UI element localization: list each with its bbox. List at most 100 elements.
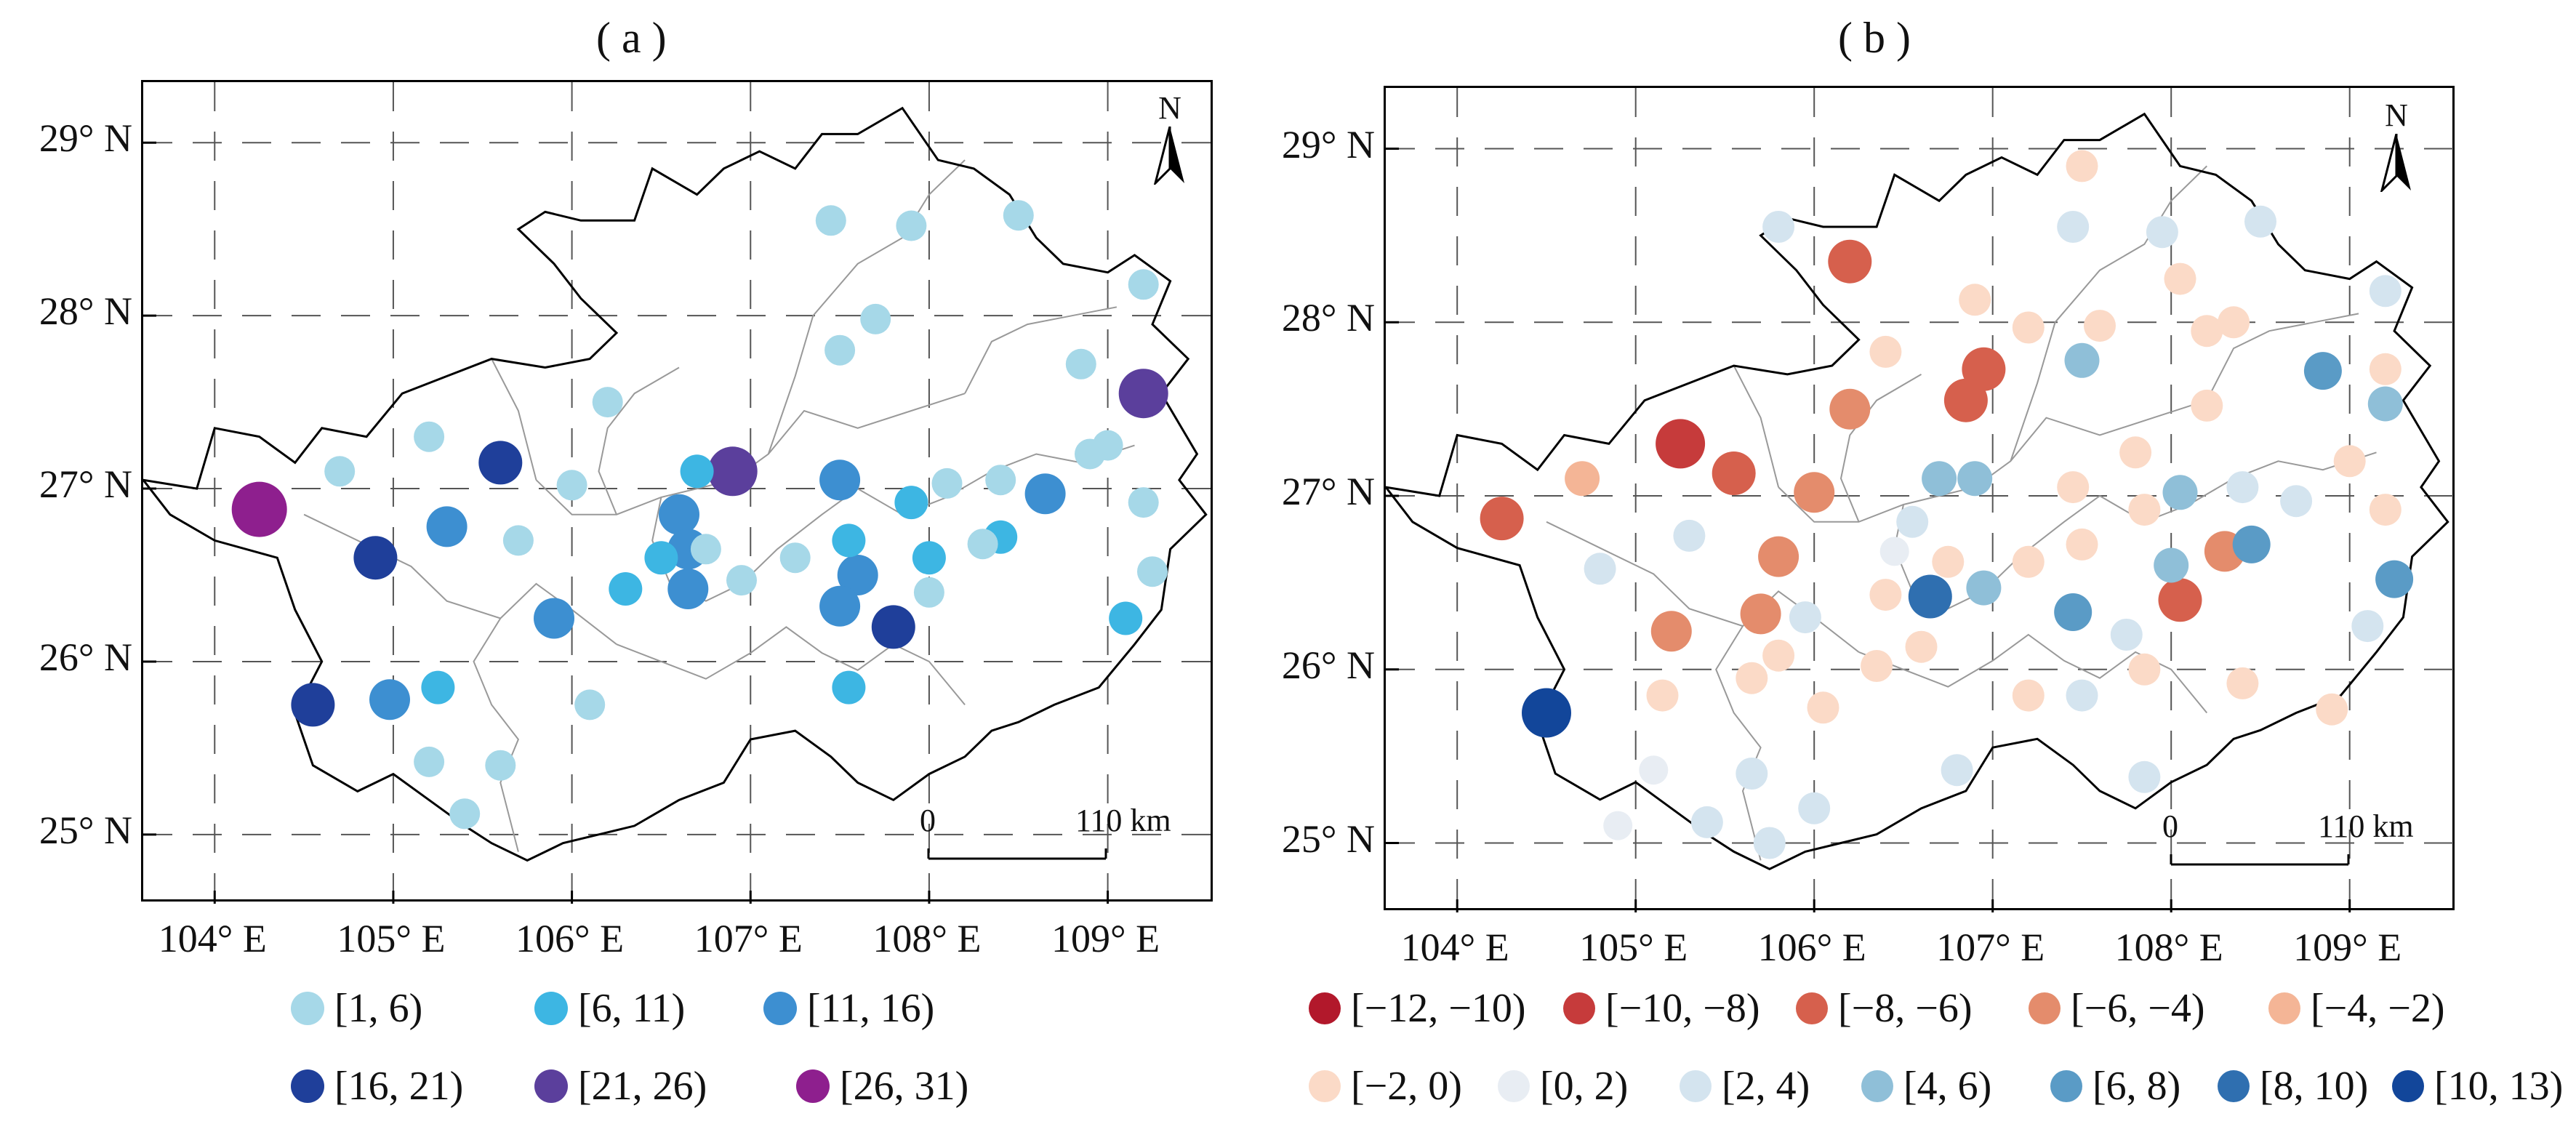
prefecture-boundary	[616, 626, 966, 706]
legend-label: [−6, −4)	[2071, 986, 2205, 1031]
panel-b-legend-item: [−10, −8)	[1563, 985, 1760, 1032]
station-marker	[2158, 578, 2202, 622]
station-marker	[819, 585, 861, 627]
station-marker	[1128, 487, 1159, 518]
station-marker	[1092, 430, 1123, 461]
station-marker	[414, 746, 445, 777]
station-marker	[426, 506, 468, 547]
panel-a-legend-item: [11, 16)	[763, 985, 934, 1032]
station-marker	[779, 542, 811, 574]
panel-a-legend-item: [21, 26)	[534, 1063, 707, 1109]
legend-label: [16, 21)	[334, 1064, 464, 1109]
scale-bar-b	[2170, 854, 2350, 866]
panel-a-lon-label: 109° E	[1051, 917, 1160, 960]
station-marker	[985, 465, 1016, 496]
station-marker	[485, 750, 516, 781]
station-marker	[1828, 239, 1872, 284]
legend-label: [0, 2)	[1540, 1064, 1629, 1109]
legend-swatch	[1498, 1070, 1530, 1102]
station-marker	[1896, 505, 1929, 538]
station-marker	[1905, 630, 1938, 663]
station-marker	[2066, 679, 2098, 712]
station-marker	[2119, 436, 2152, 469]
prefecture-boundary	[2206, 313, 2359, 401]
panel-b-lat-label: 29° N	[1281, 122, 1375, 166]
prefecture-boundary	[1715, 625, 1762, 861]
station-marker	[1959, 284, 1991, 316]
legend-swatch	[1309, 1070, 1341, 1102]
prefecture-boundary	[767, 159, 966, 454]
station-marker	[1736, 662, 1768, 694]
station-marker	[1966, 570, 2002, 606]
prefecture-boundary	[598, 366, 680, 515]
station-marker	[534, 598, 574, 639]
station-marker	[324, 456, 356, 487]
panel-b-legend-item: [−6, −4)	[2029, 985, 2204, 1032]
station-marker	[1908, 574, 1952, 619]
station-marker	[556, 470, 587, 501]
station-marker	[832, 670, 866, 705]
station-marker	[726, 565, 757, 596]
station-marker	[667, 569, 709, 609]
panel-b-title: ( b )	[1838, 14, 1911, 62]
legend-label: [6, 11)	[578, 986, 686, 1031]
station-marker	[894, 486, 928, 520]
panel-b-legend-item: [0, 2)	[1498, 1063, 1628, 1109]
prefecture-boundary	[1839, 374, 1922, 523]
station-marker	[2162, 475, 2198, 510]
station-marker	[2057, 211, 2090, 243]
station-marker	[1712, 451, 1756, 495]
legend-swatch	[1796, 992, 1828, 1024]
north-label-a: N	[1158, 90, 1181, 126]
station-marker	[1753, 827, 1786, 859]
panel-a-canvas	[143, 82, 1215, 904]
legend-label: [2, 4)	[1722, 1064, 1810, 1109]
station-marker	[2375, 560, 2414, 598]
panel-a-legend-item: [16, 21)	[291, 1063, 463, 1109]
station-marker	[1656, 419, 1706, 469]
station-marker	[2226, 667, 2259, 699]
north-arrow-a: N	[1148, 89, 1192, 193]
station-marker	[1740, 593, 1781, 635]
station-marker	[1861, 650, 1893, 682]
panel-b-legend-item: [10, 13)	[2392, 1063, 2563, 1109]
panel-b-legend-item: [4, 6)	[1861, 1063, 1991, 1109]
station-marker	[1480, 497, 1524, 541]
station-marker	[2164, 262, 2196, 295]
station-marker	[2244, 205, 2276, 238]
station-marker	[680, 454, 714, 489]
scale-label-a: 110 km	[1075, 803, 1171, 838]
station-marker	[2066, 150, 2098, 182]
station-marker	[2012, 679, 2045, 712]
station-marker	[1003, 200, 1034, 231]
panel-a-lat-label: 26° N	[39, 635, 132, 679]
scale-zero-a: 0	[920, 803, 936, 838]
station-marker	[421, 670, 455, 705]
station-marker	[871, 605, 915, 649]
north-arrow-icon	[1153, 126, 1184, 187]
station-marker	[1690, 806, 1723, 838]
scale-label-b: 110 km	[2318, 808, 2414, 844]
station-marker	[967, 529, 998, 560]
panel-a-lat-label: 28° N	[39, 289, 132, 334]
panel-b-lon-label: 105° E	[1579, 926, 1688, 969]
station-marker	[824, 334, 856, 366]
station-marker	[592, 387, 623, 418]
north-label-b: N	[2385, 97, 2408, 133]
station-marker	[819, 459, 861, 501]
station-marker	[2226, 471, 2259, 504]
legend-label: [−8, −6)	[1838, 986, 1973, 1031]
panel-a-lon-label: 107° E	[694, 917, 803, 960]
panel-b-lon-label: 106° E	[1757, 926, 1866, 969]
station-marker	[1639, 755, 1669, 785]
station-marker	[832, 523, 866, 558]
station-marker	[353, 536, 398, 580]
station-marker	[1762, 211, 1795, 243]
station-marker	[1758, 536, 1799, 577]
station-marker	[2128, 760, 2161, 793]
station-marker	[231, 481, 287, 537]
legend-label: [10, 13)	[2434, 1064, 2564, 1109]
station-marker	[690, 534, 721, 565]
station-marker	[1922, 461, 1957, 497]
station-marker	[2367, 386, 2403, 422]
